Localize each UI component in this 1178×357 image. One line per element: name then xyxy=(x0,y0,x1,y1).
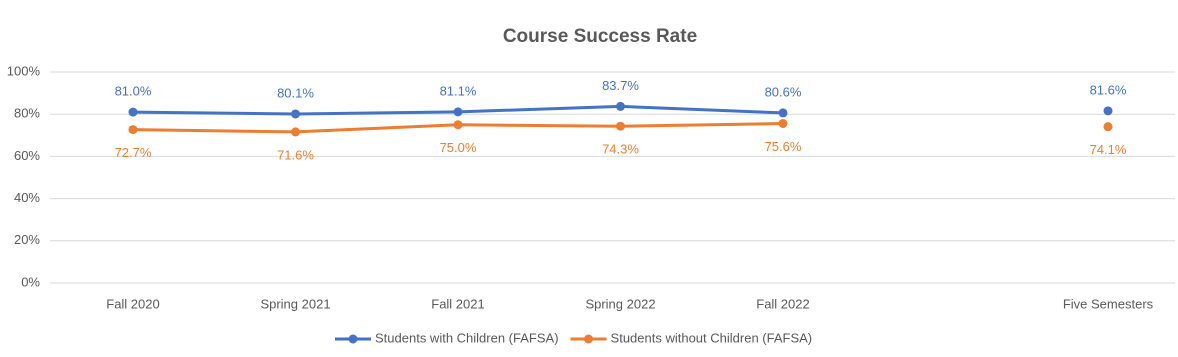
value-label: 80.6% xyxy=(765,84,802,99)
y-tick-label: 20% xyxy=(14,232,40,247)
point xyxy=(291,127,300,137)
point xyxy=(291,109,300,119)
y-tick-label: 80% xyxy=(14,106,40,121)
value-label: 75.0% xyxy=(440,140,477,155)
value-label: 80.1% xyxy=(277,85,314,100)
value-label: 83.7% xyxy=(602,78,639,93)
x-tick-label: Five Semesters xyxy=(1063,296,1154,311)
y-tick-label: 100% xyxy=(7,63,41,78)
x-tick-label: Fall 2022 xyxy=(756,296,809,311)
x-tick-label: Fall 2020 xyxy=(106,296,159,311)
x-tick-label: Spring 2022 xyxy=(585,296,655,311)
value-label: 81.0% xyxy=(115,84,152,99)
y-tick-label: 60% xyxy=(14,148,40,163)
point xyxy=(1103,106,1113,116)
x-tick-label: Fall 2021 xyxy=(431,296,484,311)
legend-marker xyxy=(584,334,594,344)
value-label: 72.7% xyxy=(115,145,152,160)
chart-title: Course Success Rate xyxy=(503,26,697,47)
legend-marker xyxy=(348,334,358,344)
legend-label: Students with Children (FAFSA) xyxy=(375,330,559,345)
x-tick-label: Spring 2021 xyxy=(260,296,330,311)
value-label: 81.6% xyxy=(1090,82,1127,97)
point xyxy=(453,107,463,117)
value-label: 75.6% xyxy=(765,139,802,154)
legend-label: Students without Children (FAFSA) xyxy=(611,330,813,345)
value-label: 74.3% xyxy=(602,142,639,157)
point xyxy=(778,108,788,118)
value-label: 74.1% xyxy=(1090,142,1127,157)
y-tick-label: 40% xyxy=(14,190,40,205)
point xyxy=(778,118,788,128)
point xyxy=(616,101,625,111)
point xyxy=(616,121,625,131)
point xyxy=(128,107,138,117)
y-tick-label: 0% xyxy=(21,274,40,289)
value-label: 71.6% xyxy=(277,147,314,162)
point xyxy=(128,125,138,135)
value-label: 81.1% xyxy=(440,83,477,98)
point xyxy=(453,120,463,130)
point xyxy=(1103,122,1113,132)
